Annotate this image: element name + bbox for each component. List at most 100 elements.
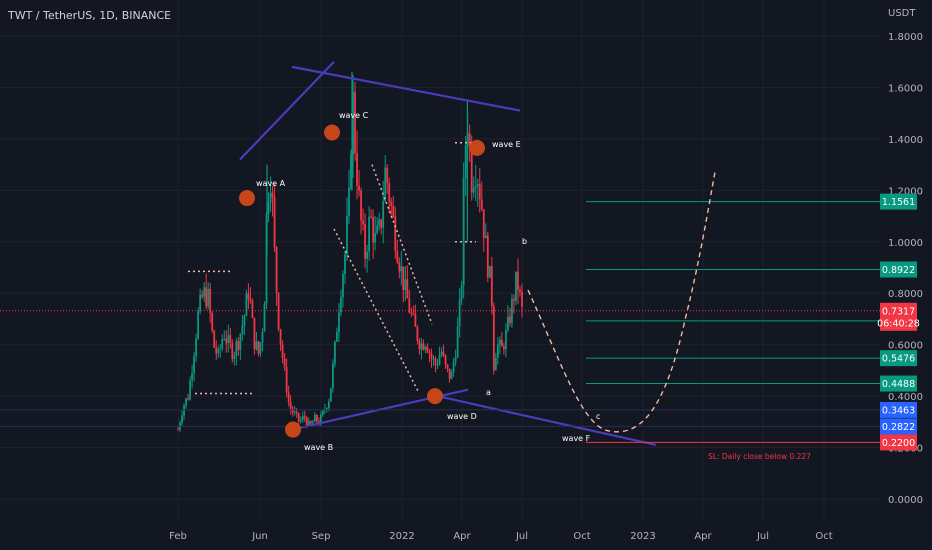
candle-body bbox=[356, 152, 358, 186]
x-tick-label: Jun bbox=[251, 531, 268, 542]
candle-body bbox=[400, 266, 403, 272]
price-tag-label: 0.2822 bbox=[882, 422, 915, 433]
candle-body bbox=[336, 332, 338, 342]
last-price-tag bbox=[880, 302, 917, 331]
candle-body bbox=[392, 205, 395, 217]
candle-body bbox=[183, 405, 185, 416]
candle-body bbox=[358, 185, 360, 191]
candle-body bbox=[217, 349, 220, 354]
candle-body bbox=[177, 429, 179, 431]
candle-body bbox=[221, 339, 224, 349]
candle-body bbox=[211, 312, 214, 331]
candle-body bbox=[412, 313, 415, 315]
price-tag-box bbox=[880, 350, 917, 367]
candle-body bbox=[462, 178, 465, 286]
candle-body bbox=[416, 326, 419, 341]
candle-body bbox=[191, 373, 193, 381]
wave-marker bbox=[469, 139, 485, 156]
candle-body bbox=[342, 274, 344, 298]
candle-body bbox=[199, 294, 202, 312]
candle-body bbox=[410, 312, 413, 314]
candle-body bbox=[444, 355, 447, 365]
candle-body bbox=[275, 247, 278, 294]
candle-body bbox=[233, 355, 236, 359]
candle-body bbox=[372, 216, 375, 243]
candle-body bbox=[293, 411, 296, 413]
candle-body bbox=[235, 341, 238, 356]
price-tag-box bbox=[880, 401, 917, 418]
candle-body bbox=[424, 346, 427, 350]
candle-body bbox=[247, 293, 250, 300]
y-tick-label: 0.4000 bbox=[888, 392, 923, 403]
candle-body bbox=[227, 335, 230, 344]
wave-marker bbox=[239, 190, 255, 207]
price-tag-label: 0.2200 bbox=[882, 438, 915, 449]
candle-body bbox=[241, 325, 244, 334]
candle-body bbox=[285, 366, 288, 393]
candle-body bbox=[329, 388, 332, 402]
candle-body bbox=[259, 342, 262, 354]
candle-body bbox=[513, 298, 515, 301]
candle-body bbox=[253, 317, 256, 350]
candle-body bbox=[519, 289, 521, 292]
candle-body bbox=[315, 414, 318, 422]
candle-body bbox=[476, 184, 479, 187]
candle-body bbox=[428, 352, 431, 354]
candle-body bbox=[480, 199, 483, 210]
candle-body bbox=[237, 341, 240, 350]
x-tick-label: Oct bbox=[815, 531, 832, 542]
x-tick-label: Jul bbox=[756, 531, 769, 542]
candle-body bbox=[402, 266, 405, 291]
price-tag-label: 0.3463 bbox=[882, 405, 915, 416]
candle-body bbox=[515, 271, 517, 301]
projection-path bbox=[527, 171, 716, 433]
candle-body bbox=[352, 91, 354, 155]
x-tick-label: 2022 bbox=[389, 531, 414, 542]
candle-body bbox=[404, 279, 407, 291]
candle-body bbox=[384, 167, 387, 202]
wave-label: b bbox=[522, 237, 527, 246]
currency-label: USDT bbox=[888, 8, 916, 19]
candle-body bbox=[366, 251, 368, 259]
candle-body bbox=[390, 201, 393, 206]
y-tick-label: 1.0000 bbox=[888, 238, 923, 249]
candle-body bbox=[432, 358, 435, 360]
candle-body bbox=[414, 313, 417, 327]
candle-body bbox=[213, 330, 216, 348]
candle-body bbox=[450, 372, 453, 379]
candle-body bbox=[219, 348, 222, 350]
candle-body bbox=[350, 154, 352, 188]
candle-body bbox=[484, 235, 487, 239]
candle-body bbox=[422, 343, 425, 350]
candle-body bbox=[321, 410, 324, 415]
candle-body bbox=[297, 412, 300, 422]
candle-body bbox=[332, 363, 334, 389]
candle-body bbox=[319, 414, 322, 424]
price-tag-label: 1.1561 bbox=[882, 197, 915, 208]
candle-body bbox=[295, 411, 298, 413]
candle-body bbox=[231, 342, 234, 359]
candle-body bbox=[482, 209, 485, 239]
candle-body bbox=[215, 347, 218, 354]
candle-body bbox=[338, 312, 340, 333]
price-tag-label: 0.8922 bbox=[882, 265, 915, 276]
candle-body bbox=[287, 392, 290, 402]
candle-body bbox=[193, 356, 195, 374]
candle-body bbox=[255, 341, 258, 350]
candle-body bbox=[468, 133, 471, 147]
candle-body bbox=[344, 254, 346, 275]
candle-body bbox=[279, 329, 282, 345]
candle-body bbox=[348, 187, 350, 217]
candle-body bbox=[509, 316, 511, 324]
candle-body bbox=[299, 419, 302, 422]
candle-body bbox=[396, 250, 399, 263]
price-tag-box bbox=[880, 375, 917, 392]
candle-body bbox=[283, 358, 286, 367]
candle-body bbox=[436, 364, 439, 366]
candle-body bbox=[434, 358, 437, 366]
candle-body bbox=[378, 219, 381, 226]
candle-body bbox=[406, 279, 409, 299]
candle-body bbox=[488, 266, 491, 278]
wave-label: wave C bbox=[339, 111, 369, 120]
